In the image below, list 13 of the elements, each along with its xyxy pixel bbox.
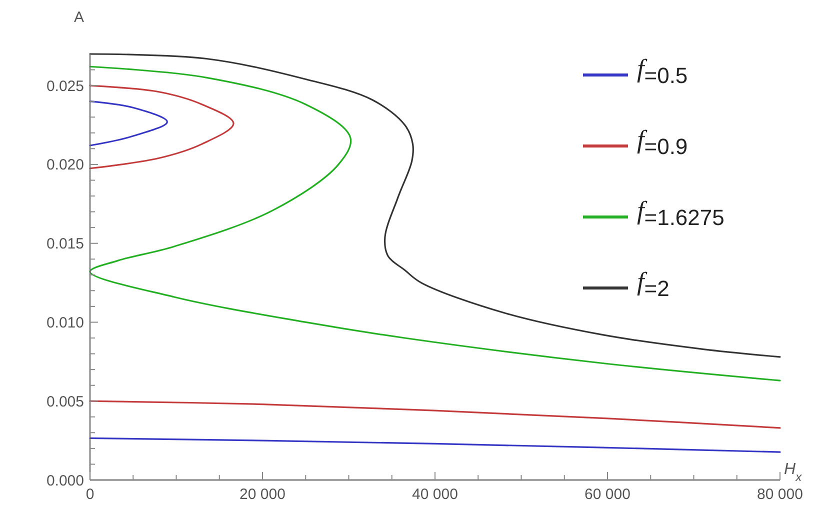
y-tick-label: 0.005 bbox=[46, 393, 84, 410]
y-tick-label: 0.010 bbox=[46, 314, 84, 332]
y-axis-title: A bbox=[74, 9, 84, 26]
x-tick-label: 80 000 bbox=[757, 486, 803, 503]
y-tick-label: 0.020 bbox=[46, 156, 84, 174]
x-tick-label: 60 000 bbox=[584, 486, 630, 503]
x-axis-title: H$_{x}$ bbox=[784, 461, 803, 484]
y-tick-label: 0.000 bbox=[46, 472, 84, 490]
x-tick-label: 40 000 bbox=[412, 486, 458, 503]
y-tick-label: 0.015 bbox=[46, 236, 84, 253]
x-tick-label: 20 000 bbox=[240, 486, 286, 503]
x-tick-label: 0 bbox=[86, 486, 94, 503]
y-tick-label: 0.025 bbox=[46, 78, 84, 95]
